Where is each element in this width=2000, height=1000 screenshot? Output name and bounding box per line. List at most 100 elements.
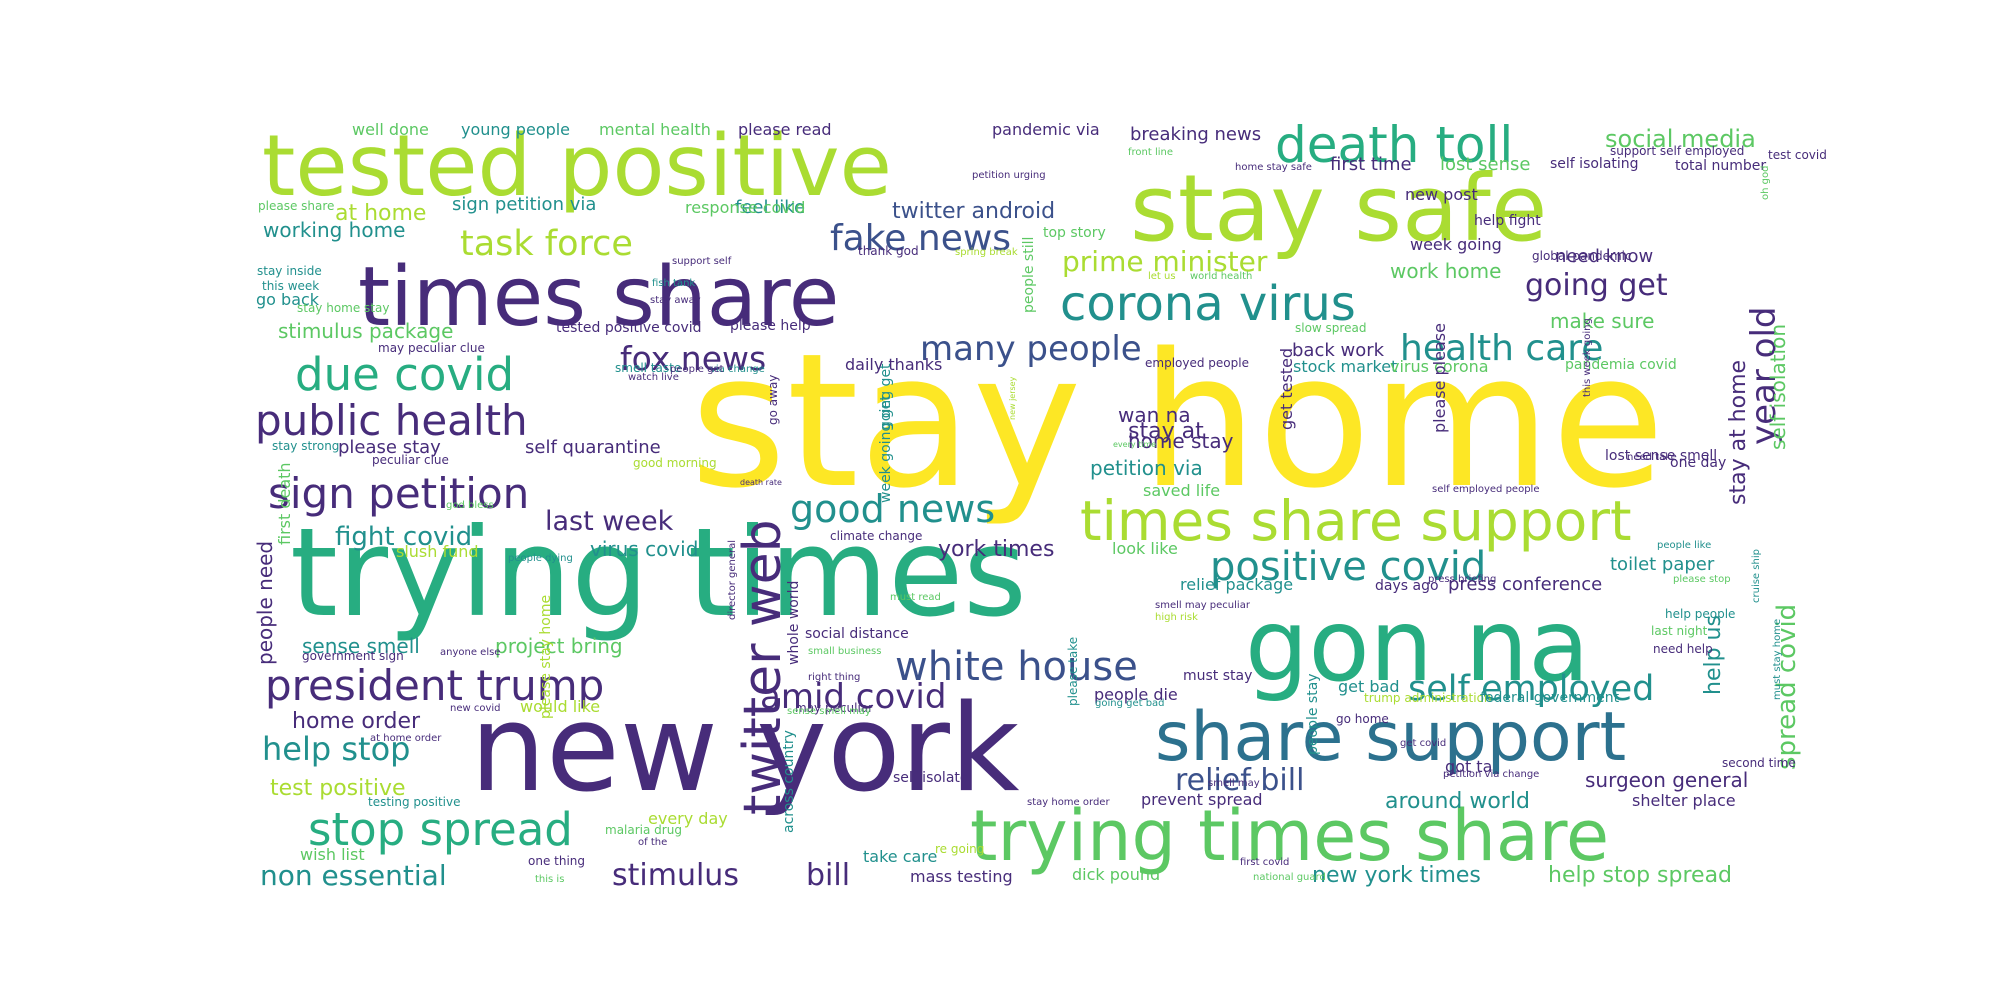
cloud-word-right-thing: right thing <box>808 672 860 683</box>
cloud-word-virus-corona: virus corona <box>1390 357 1489 376</box>
cloud-word-good-morning: good morning <box>633 456 717 470</box>
cloud-word-mental-health: mental health <box>599 120 711 139</box>
cloud-word-new-york-times: new york times <box>1312 863 1481 888</box>
cloud-word-petition-via: petition via <box>1090 456 1203 480</box>
cloud-word-world-health: world health <box>1190 271 1252 282</box>
cloud-word-director-general: director general <box>727 540 738 620</box>
cloud-word-first-time: first time <box>1330 154 1412 175</box>
cloud-word-work-home: work home <box>1390 259 1501 283</box>
cloud-word-going-get: going get <box>878 363 894 430</box>
cloud-word-this-week-going: this week going <box>1582 318 1593 397</box>
cloud-word-york-times: york times <box>938 537 1054 562</box>
cloud-word-spring-break: spring break <box>955 247 1018 258</box>
cloud-word-people-die: people die <box>1094 685 1178 704</box>
cloud-word-days-ago: days ago <box>1375 578 1439 594</box>
cloud-word-president-trump: president trump <box>265 661 604 710</box>
cloud-word-non-essential: non essential <box>260 859 447 892</box>
cloud-word-please-stay: please stay <box>338 437 441 458</box>
cloud-word-relief-bill: relief bill <box>1175 763 1304 798</box>
cloud-word-stay-home: stay home <box>690 313 1665 529</box>
cloud-word-oh-god: oh god <box>1760 166 1771 200</box>
cloud-word-self-employed: self employed <box>1408 669 1654 709</box>
cloud-word-let-us: let us <box>1148 271 1176 282</box>
cloud-word-may-peculiar: may peculiar <box>795 701 873 715</box>
cloud-word-fight-covid: fight covid <box>335 522 472 552</box>
cloud-word-one-day: one day <box>1670 455 1726 471</box>
cloud-word-saved-life: saved life <box>1143 481 1220 500</box>
cloud-word-look-like: look like <box>1112 539 1178 558</box>
cloud-word-self-isolate: self isolate <box>893 770 969 786</box>
cloud-word-press-conference: press conference <box>1448 574 1602 595</box>
cloud-word-self-quarantine: self quarantine <box>525 437 661 458</box>
cloud-word-daily-thanks: daily thanks <box>845 355 942 374</box>
cloud-word-back-work: back work <box>1292 340 1385 361</box>
cloud-word-trying-times: trying times <box>290 502 1027 644</box>
cloud-word-sign-petition: sign petition <box>268 469 529 518</box>
cloud-word-one-thing: one thing <box>528 854 585 868</box>
cloud-word-stay-inside: stay inside <box>257 264 322 278</box>
cloud-word-people-get: people get <box>670 364 724 375</box>
cloud-word-watch-live: watch live <box>628 372 679 383</box>
cloud-word-please-stop: please stop <box>1673 574 1731 585</box>
cloud-word-trying-times-share: trying times share <box>970 795 1609 877</box>
cloud-word-stay-away: stay away <box>650 295 701 306</box>
cloud-word-total-number: total number <box>1675 158 1766 174</box>
cloud-word-going-get-bad: going get bad <box>1095 698 1165 709</box>
cloud-word-health-care: health care <box>1400 328 1603 369</box>
cloud-word-social-media: social media <box>1605 125 1756 153</box>
cloud-word-people-still: people still <box>1021 237 1037 313</box>
cloud-word-self-isolation: self isolation <box>1766 324 1790 450</box>
cloud-word-fish-tank: fish tank <box>652 278 695 289</box>
cloud-word-federal-government: federal government <box>1480 690 1620 706</box>
cloud-word-high-risk: high risk <box>1155 612 1198 623</box>
cloud-word-must-stay-home: must stay home <box>1772 619 1783 700</box>
cloud-word-stimulus: stimulus <box>612 858 739 893</box>
cloud-word-self-isolating: self isolating <box>1550 156 1639 172</box>
cloud-word-make-sure: make sure <box>1550 309 1654 333</box>
cloud-word-wan-na: wan na <box>1118 403 1191 427</box>
cloud-word-press-briefing: press briefing <box>1428 574 1496 585</box>
cloud-word-twitter-android: twitter android <box>892 199 1055 224</box>
cloud-word-need-help: need help <box>1653 642 1713 656</box>
cloud-word-task-force: task force <box>460 224 633 264</box>
cloud-word-test-positive: test positive <box>270 776 406 801</box>
cloud-word-sign-petition-via: sign petition via <box>452 194 596 215</box>
cloud-word-pandemic-via: pandemic via <box>992 120 1100 139</box>
cloud-word-prevent-spread: prevent spread <box>1141 790 1263 809</box>
cloud-word-help-stop-spread: help stop spread <box>1548 863 1732 888</box>
cloud-word-fake-news: fake news <box>830 218 1011 259</box>
cloud-word-help-stop: help stop <box>262 730 410 768</box>
cloud-word-working-home: working home <box>263 218 405 242</box>
cloud-word-got-ta: got ta <box>1445 757 1492 776</box>
cloud-word-cruise-ship: cruise ship <box>1751 549 1762 603</box>
cloud-word-good-news: good news <box>790 487 995 531</box>
cloud-word-via-change: via change <box>710 364 765 375</box>
cloud-word-people-stay: people stay <box>1305 673 1321 755</box>
cloud-word-smell-may: smell may <box>1208 778 1260 789</box>
cloud-word-go-home: go home <box>1336 712 1389 726</box>
cloud-word-well-done: well done <box>352 120 429 139</box>
cloud-word-every-time: every time <box>1113 440 1156 449</box>
cloud-word-lost-sense: lost sense <box>1440 154 1530 175</box>
cloud-word-going-get: going get <box>1525 268 1668 303</box>
cloud-word-petition-via-change: petition via change <box>1443 769 1539 780</box>
cloud-word-need-take: need take <box>1627 452 1677 463</box>
cloud-word-of-the: of the <box>638 837 667 848</box>
cloud-word-may-peculiar-clue: may peculiar clue <box>378 341 485 355</box>
cloud-word-last-week: last week <box>545 506 674 537</box>
cloud-word-surgeon-general: surgeon general <box>1585 768 1748 792</box>
cloud-word-relief-package: relief package <box>1180 575 1293 594</box>
cloud-word-please-share: please share <box>258 199 334 213</box>
cloud-word-help-us: help us <box>1701 615 1726 695</box>
cloud-word-small-business: small business <box>808 646 881 657</box>
cloud-word-sense-smell-may: sense smell may <box>787 706 871 717</box>
cloud-word-stop-spread: stop spread <box>308 803 573 856</box>
cloud-word-times-share: times share <box>358 250 839 345</box>
cloud-word-thank-god: thank god <box>858 244 919 258</box>
cloud-word-social-distance: social distance <box>805 626 909 642</box>
cloud-word-across-country: across country <box>781 730 797 833</box>
cloud-word-go-away: go away <box>766 375 780 425</box>
cloud-word-climate-change: climate change <box>830 529 922 543</box>
cloud-word-slow-spread: slow spread <box>1295 321 1366 335</box>
cloud-word-stay-safe: stay safe <box>1130 155 1547 262</box>
